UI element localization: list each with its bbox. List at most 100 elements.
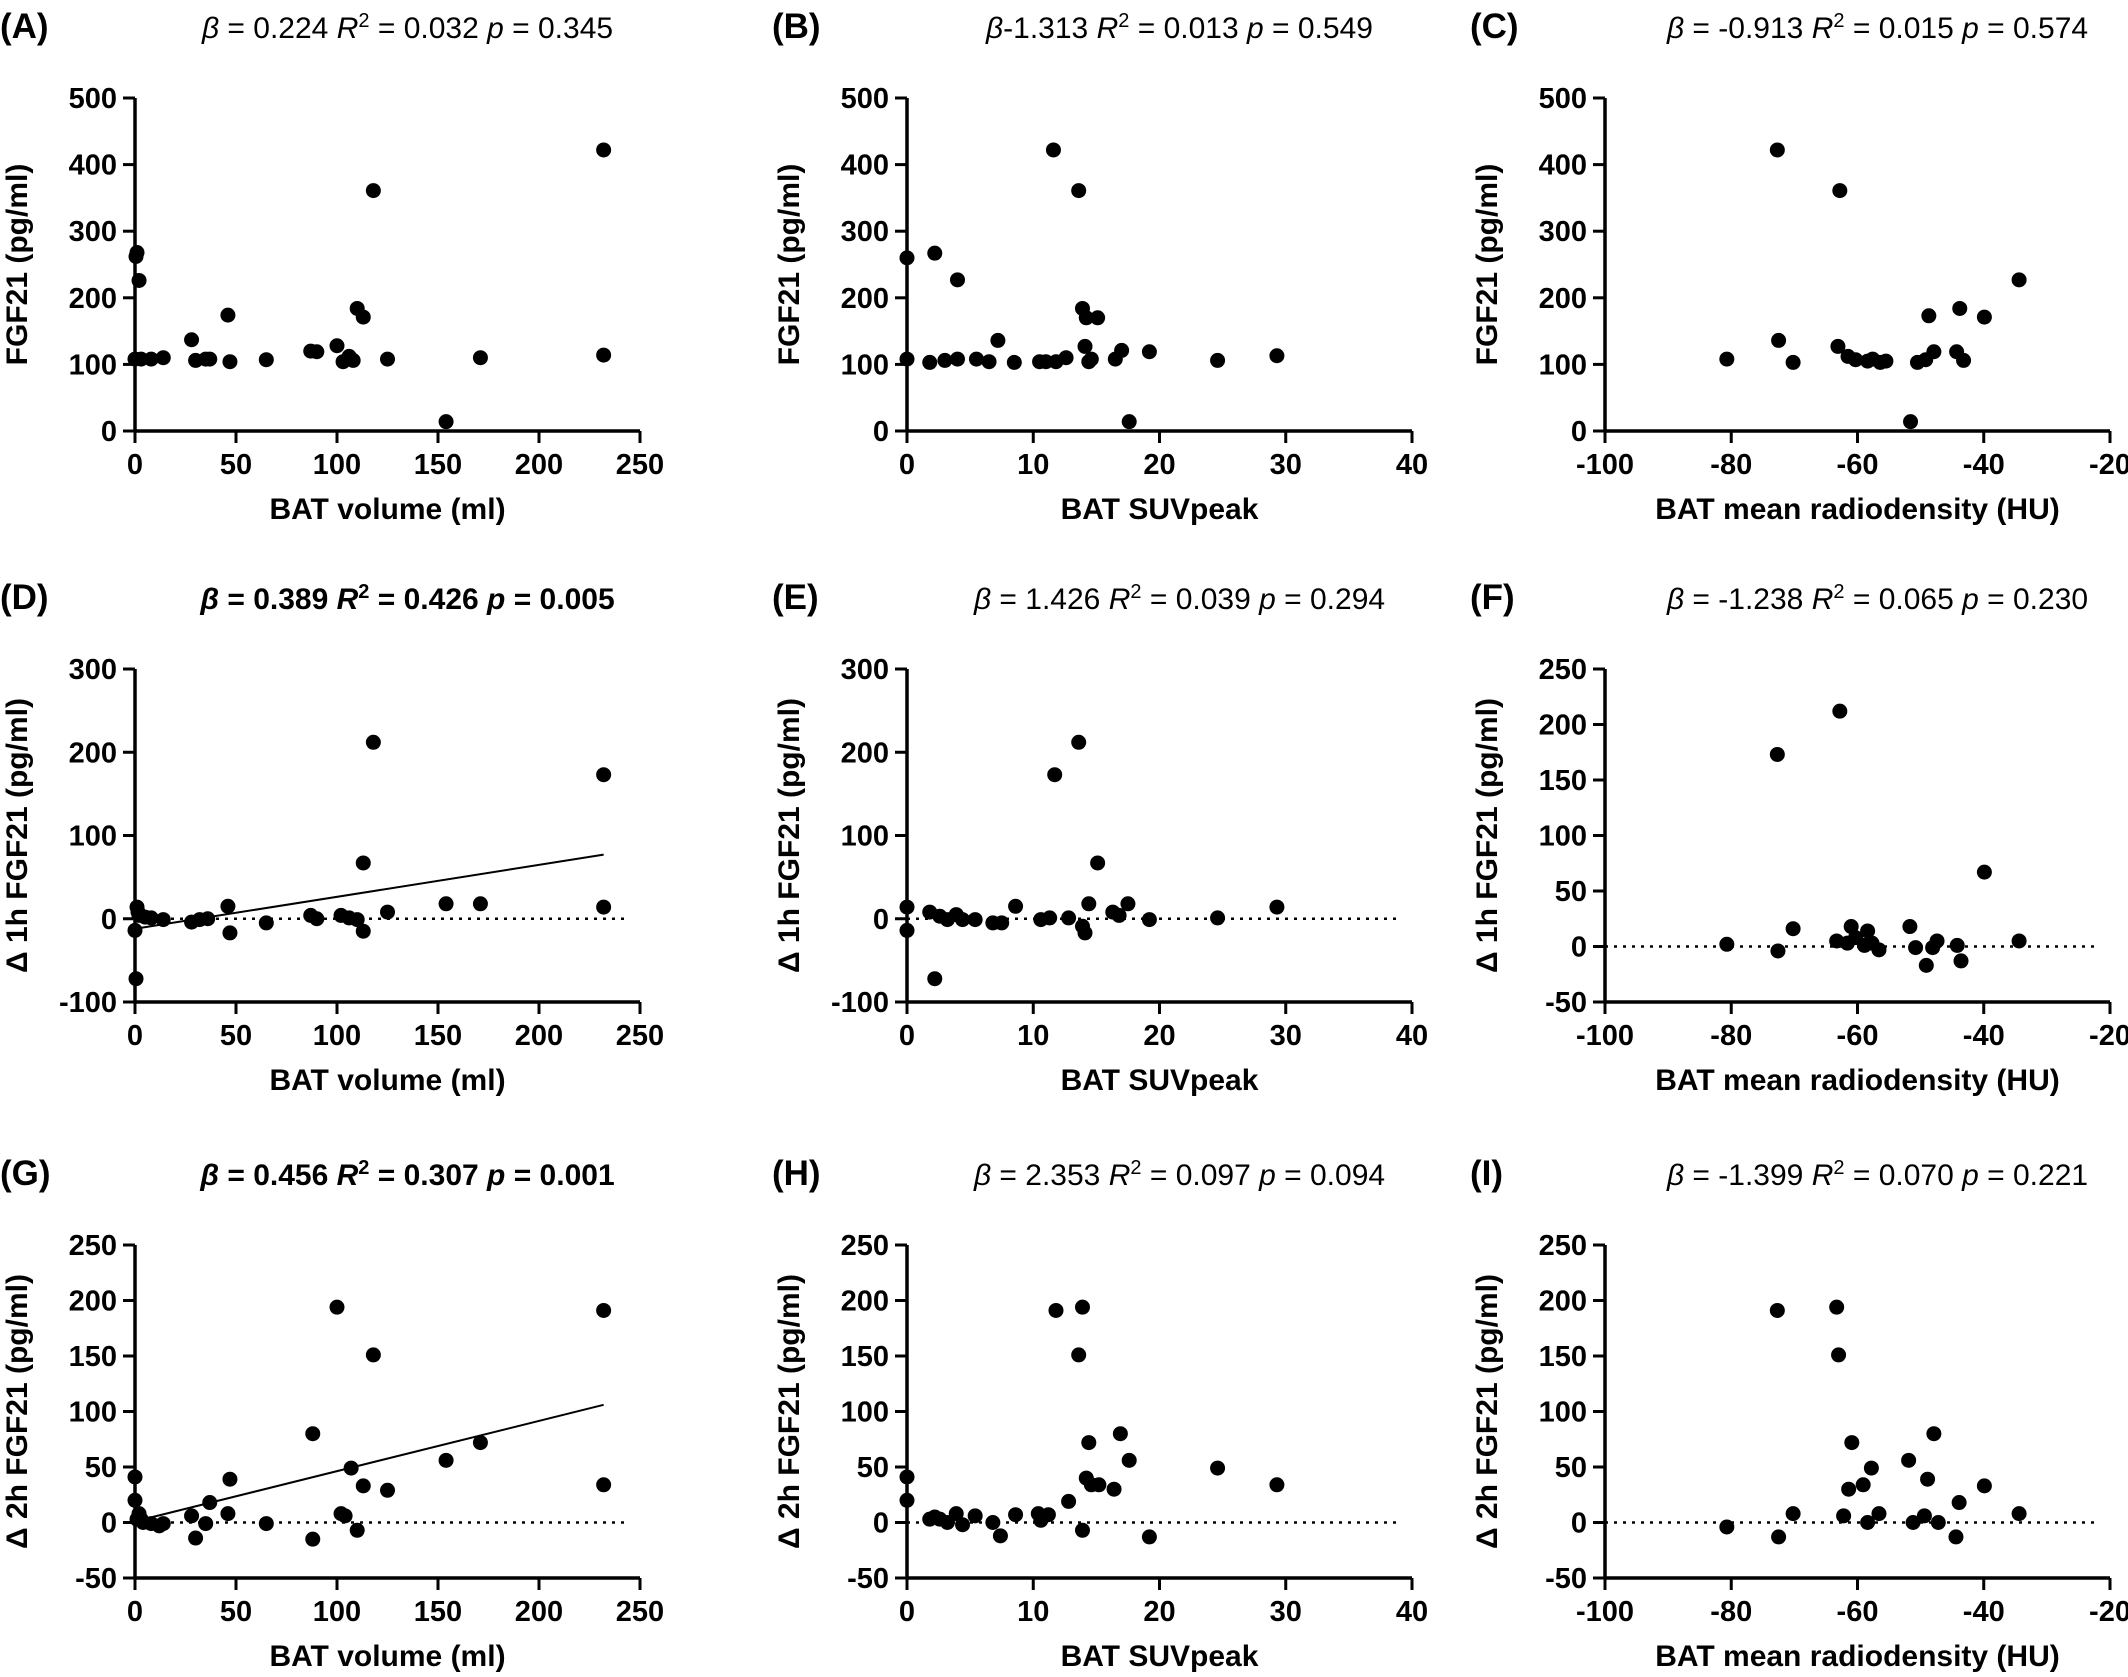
y-tick-label: 400: [69, 150, 117, 182]
r2-exponent: 2: [1833, 581, 1844, 603]
p-value: = 0.001: [505, 1159, 614, 1192]
beta-value: 0.456: [253, 1159, 328, 1192]
stats-annotation: β-1.313 R2 = 0.013 p = 0.549: [985, 10, 1373, 45]
x-tick-label: 250: [616, 449, 664, 481]
x-tick-label: 150: [414, 449, 462, 481]
data-point: [1771, 332, 1787, 348]
data-point: [1771, 1529, 1787, 1545]
r2-value: = 0.015: [1845, 12, 1963, 45]
p-value: = 0.345: [504, 12, 613, 45]
p-symbol: p: [486, 1159, 505, 1192]
panel-c: (C) β = -0.913 R2 = 0.015 p = 0.574 0 100 20…: [1470, 7, 2128, 526]
x-tick-label: 30: [1270, 449, 1302, 481]
data-point: [345, 352, 361, 368]
x-tick-label: -20: [2089, 449, 2128, 481]
beta-symbol: β: [1666, 583, 1684, 616]
data-point: [950, 351, 965, 367]
beta-sep: =: [991, 583, 1025, 616]
r2-exponent: 2: [358, 10, 369, 32]
x-tick-label: 100: [313, 1596, 361, 1628]
data-point: [1855, 1477, 1871, 1493]
data-point: [927, 971, 943, 987]
y-tick-label: -100: [831, 987, 889, 1019]
y-tick-label: 100: [1539, 821, 1587, 853]
x-tick-label: -100: [1576, 1020, 1634, 1052]
x-tick-label: 10: [1017, 449, 1049, 481]
beta-value: 0.389: [253, 583, 328, 616]
r2-symbol: R: [1812, 583, 1834, 616]
p-symbol: p: [1961, 583, 1979, 616]
beta-sep: =: [219, 12, 253, 45]
data-point: [1047, 767, 1063, 783]
y-tick-label: 50: [1555, 876, 1587, 908]
y-tick-label: 50: [1555, 1452, 1587, 1484]
data-point: [1269, 1477, 1285, 1493]
r2-symbol: R: [1812, 1159, 1834, 1192]
data-point: [1061, 910, 1077, 926]
y-tick-label: 250: [1539, 1230, 1587, 1262]
x-tick-label: -40: [1963, 449, 2005, 481]
data-point: [1077, 338, 1093, 354]
data-point: [1785, 921, 1801, 937]
p-value: = 0.574: [1979, 12, 2088, 45]
y-axis-title: FGF21 (pg/ml): [1471, 164, 1504, 366]
data-point: [1141, 1529, 1157, 1545]
data-point: [1090, 310, 1106, 326]
y-tick-label: 250: [69, 1230, 117, 1262]
x-axis-title: BAT mean radiodensity (HU): [1655, 493, 2060, 526]
data-point: [1878, 353, 1894, 369]
data-point: [1078, 310, 1094, 326]
data-point: [184, 1508, 200, 1524]
data-point: [899, 351, 915, 367]
data-point: [1832, 183, 1848, 199]
y-tick-label: 200: [69, 737, 117, 769]
y-tick-label: 100: [69, 821, 117, 853]
data-point: [1956, 352, 1972, 368]
data-point: [981, 354, 997, 370]
data-point: [1860, 1515, 1876, 1530]
x-tick-label: -60: [1837, 449, 1879, 481]
y-tick-label: 100: [69, 349, 117, 381]
data-point: [1112, 1426, 1128, 1442]
data-point: [1830, 338, 1846, 354]
panel-label: (C): [1470, 7, 1519, 46]
x-axis-title: BAT volume (ml): [269, 493, 505, 526]
y-tick-label: 300: [69, 216, 117, 248]
panel-label: (D): [0, 578, 49, 617]
data-point: [1848, 352, 1864, 368]
data-point: [1905, 1515, 1921, 1530]
x-tick-label: 0: [899, 1020, 915, 1052]
y-tick-label: 0: [873, 904, 889, 936]
data-point: [1949, 937, 1965, 953]
data-point: [128, 971, 144, 987]
x-tick-label: 10: [1017, 1596, 1049, 1628]
panel-label: (E): [772, 578, 819, 617]
data-point: [1114, 342, 1130, 358]
p-symbol: p: [1258, 1159, 1276, 1192]
stats-annotation: β = 0.224 R2 = 0.032 p = 0.345: [201, 10, 613, 45]
x-tick-label: 50: [220, 1596, 252, 1628]
x-tick-label: 100: [313, 1020, 361, 1052]
data-point: [349, 912, 365, 928]
data-point: [1058, 350, 1074, 366]
data-point: [1071, 1347, 1087, 1363]
stats-annotation: β = -0.913 R2 = 0.015 p = 0.574: [1666, 10, 2088, 45]
r2-exponent: 2: [1130, 1157, 1141, 1179]
stats-text: [1803, 583, 1811, 616]
data-point: [143, 910, 159, 926]
y-tick-label: 150: [1539, 765, 1587, 797]
p-value: = 0.549: [1264, 12, 1373, 45]
data-point: [1045, 142, 1061, 158]
p-value: = 0.221: [1979, 1159, 2088, 1192]
data-point: [927, 245, 943, 261]
data-point: [596, 767, 612, 783]
stats-annotation: β = -1.238 R2 = 0.065 p = 0.230: [1666, 581, 2088, 616]
beta-value: -1.399: [1718, 1159, 1803, 1192]
data-point: [258, 1516, 274, 1532]
data-point: [1952, 300, 1968, 316]
data-point: [380, 904, 395, 920]
data-point: [220, 1506, 236, 1522]
beta-value: 0.224: [253, 12, 328, 45]
stats-text: [328, 12, 336, 45]
y-axis-title: FGF21 (pg/ml): [773, 164, 806, 366]
